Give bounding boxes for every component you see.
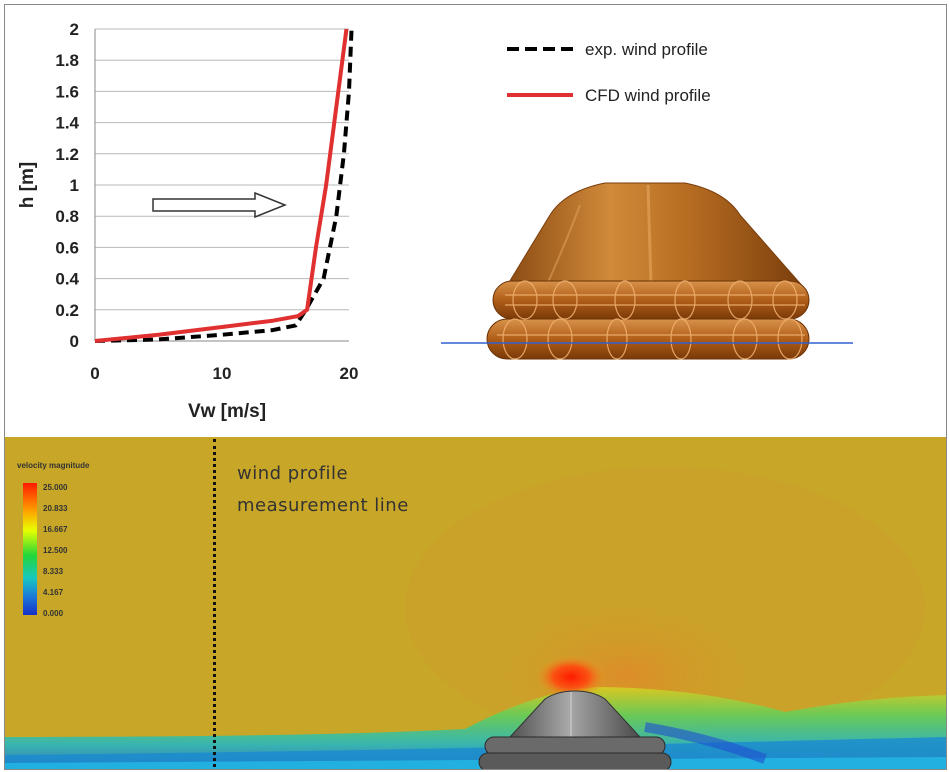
colorbar [23, 483, 37, 615]
y-tick-label: 0.8 [55, 207, 79, 226]
wind-direction-arrow [152, 191, 288, 219]
y-tick-label: 1.8 [55, 51, 79, 70]
x-tick-label: 20 [340, 364, 359, 383]
colorbar-label: 4.167 [43, 588, 64, 597]
series-exp-wind-profile [94, 28, 354, 343]
building-section [478, 690, 672, 769]
y-axis-label: h [m] [17, 162, 38, 208]
y-tick-label: 1 [70, 176, 79, 195]
figure-frame: 0 0.2 0.4 0.6 0.8 1 1.2 1.4 1.6 1.8 2 0 10 20 Vw [m/s]… [4, 4, 947, 770]
colorbar-label: 16.667 [43, 525, 68, 534]
y-tick-label: 1.2 [55, 145, 79, 164]
annotation-line-1: wind profile [237, 463, 349, 484]
y-tick-label: 2 [70, 20, 79, 39]
series-cfd-wind-profile [94, 28, 349, 343]
colorbar-label: 12.500 [43, 546, 68, 555]
velocity-field [5, 437, 946, 769]
colorbar-label: 8.333 [43, 567, 64, 576]
x-tick-label: 0 [90, 364, 99, 383]
legend-label: exp. wind profile [585, 40, 708, 59]
legend-label: CFD wind profile [585, 86, 711, 105]
colorbar-label: 25.000 [43, 483, 68, 492]
x-tick-label: 10 [213, 364, 232, 383]
x-axis-label: Vw [m/s] [188, 401, 266, 422]
y-tick-label: 0 [70, 332, 79, 351]
building-3d-model [441, 182, 853, 360]
y-tick-label: 1.6 [55, 82, 79, 101]
measurement-line [213, 439, 216, 769]
colorbar-label: 20.833 [43, 504, 68, 513]
colorbar-label: 0.000 [43, 609, 64, 618]
colorbar-title: velocity magnitude [17, 461, 90, 470]
annotation-line-2: measurement line [237, 495, 409, 516]
y-tick-label: 1.4 [55, 114, 79, 133]
y-tick-label: 0.2 [55, 301, 79, 320]
y-tick-label: 0.6 [55, 238, 79, 257]
y-tick-label: 0.4 [55, 270, 79, 289]
cfd-velocity-panel: velocity magnitude 25.000 20.833 16.667 … [5, 437, 946, 769]
